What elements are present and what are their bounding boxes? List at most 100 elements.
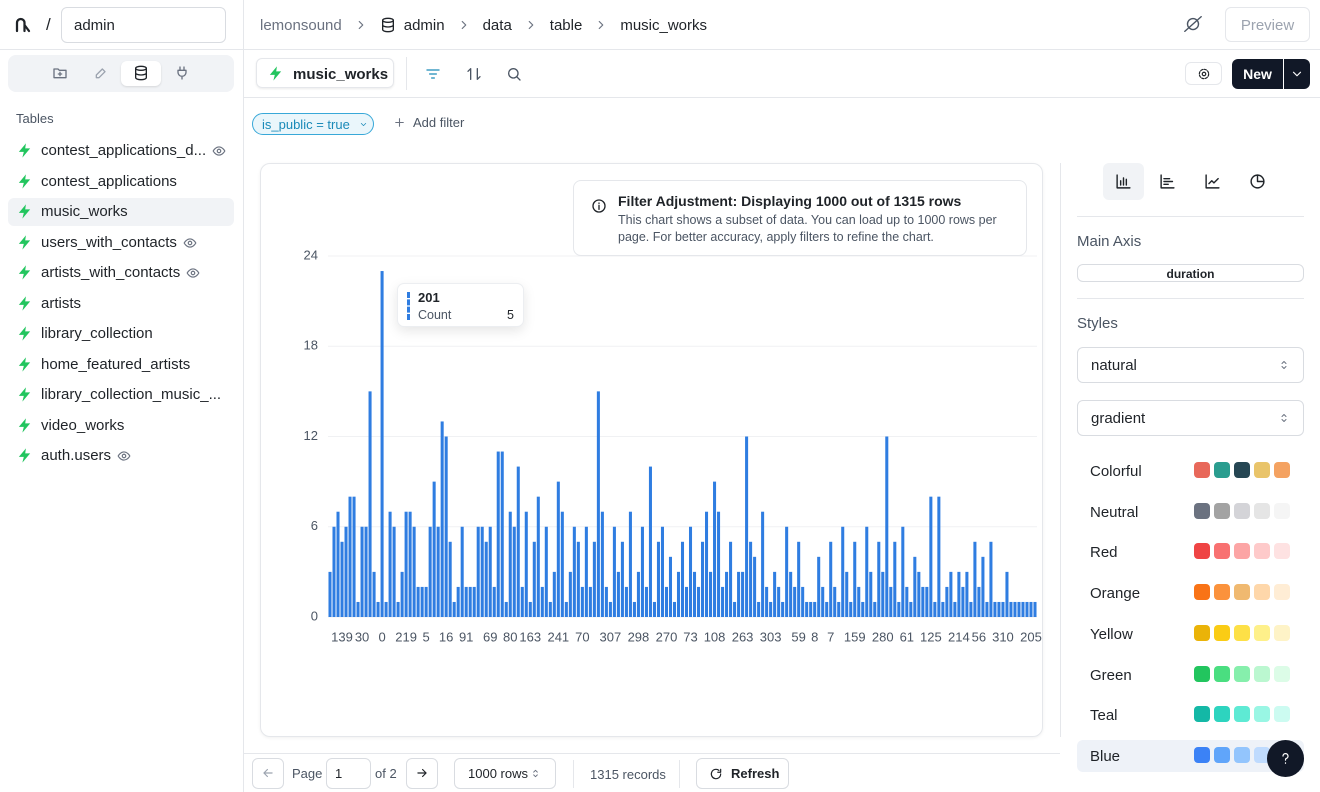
table-icon xyxy=(18,356,31,372)
help-button[interactable] xyxy=(1267,740,1304,777)
sidebar-tab-active xyxy=(121,61,161,86)
search-button-part xyxy=(508,68,519,79)
help-icon-part xyxy=(1282,752,1289,764)
rows-value: 1000 rows xyxy=(468,766,528,781)
breadcrumb-sep-part xyxy=(461,20,466,30)
palette-row[interactable]: Red xyxy=(1077,536,1304,568)
table-item[interactable]: video_works xyxy=(8,412,234,440)
palette-row[interactable]: Green xyxy=(1077,659,1304,691)
palette-row[interactable]: Orange xyxy=(1077,577,1304,609)
table-tab-label: music_works xyxy=(293,66,389,83)
workspace-input[interactable]: admin xyxy=(61,7,226,43)
swatch xyxy=(1274,584,1290,601)
breadcrumb-sep xyxy=(358,20,364,30)
table-name: artists xyxy=(41,294,82,312)
swatch xyxy=(1194,584,1210,601)
style-select[interactable]: gradient xyxy=(1077,400,1304,436)
panel-divider xyxy=(1060,163,1061,737)
table-item[interactable]: music_works xyxy=(8,198,234,226)
swatch xyxy=(1254,584,1270,601)
table-name: contest_applications_d... xyxy=(41,142,207,159)
table-item[interactable]: artists xyxy=(8,290,234,318)
table-icon xyxy=(18,234,31,250)
table-icon-part xyxy=(18,204,31,219)
swatch xyxy=(1214,624,1230,641)
swatch xyxy=(1194,665,1210,682)
table-tab[interactable]: music_works xyxy=(256,58,394,88)
filter-chip[interactable]: is_public = true xyxy=(252,113,374,135)
table-icon-part xyxy=(18,356,31,372)
page-input[interactable]: 1 xyxy=(326,758,371,789)
panel-rule xyxy=(1077,216,1304,217)
rows-select[interactable]: 1000 rows xyxy=(454,758,556,789)
select-arrows-part xyxy=(1281,414,1287,422)
breadcrumb-item[interactable]: table xyxy=(549,16,583,34)
chart-card xyxy=(260,163,1043,737)
palette-row[interactable]: Neutral xyxy=(1077,496,1304,528)
palette-row[interactable]: Yellow xyxy=(1077,618,1304,650)
bar-chart-type xyxy=(1116,174,1131,189)
folder-tab xyxy=(53,68,67,79)
swatch xyxy=(1234,584,1250,601)
table-item[interactable]: library_collection_music_... xyxy=(8,381,234,409)
tools-tab-part xyxy=(95,68,106,79)
search-button xyxy=(508,68,521,81)
palette-name: Yellow xyxy=(1090,625,1133,643)
preview-button[interactable]: Preview xyxy=(1225,7,1310,42)
breadcrumb-item[interactable]: admin xyxy=(403,16,445,34)
next-page[interactable] xyxy=(406,758,438,789)
breadcrumb-sep-part xyxy=(358,20,364,30)
breadcrumb-item[interactable]: music_works xyxy=(620,16,708,34)
table-item[interactable]: contest_applications xyxy=(8,168,234,196)
palette-row[interactable]: Teal xyxy=(1077,699,1304,731)
refresh-label: Refresh xyxy=(731,766,780,781)
folder-tab-part xyxy=(53,68,67,79)
table-icon xyxy=(18,295,31,311)
database-icon xyxy=(381,17,394,33)
new-button[interactable]: New xyxy=(1232,59,1283,89)
hbar-chart-type-part xyxy=(1160,174,1175,189)
arrow-right-part xyxy=(417,768,427,778)
sort-button-part xyxy=(467,68,481,80)
style-select[interactable]: natural xyxy=(1077,347,1304,383)
palette-row[interactable]: Blue xyxy=(1077,739,1304,772)
new-dropdown[interactable] xyxy=(1284,59,1310,89)
table-icon-part xyxy=(18,173,31,189)
table-item[interactable]: contest_applications_d... xyxy=(8,137,234,165)
palette-row[interactable]: Colorful xyxy=(1077,455,1304,487)
refresh-button[interactable]: Refresh xyxy=(696,758,789,789)
tooltip: 201 Count 5 xyxy=(397,283,524,327)
agent-icon-part xyxy=(1184,15,1202,33)
line-chart-type xyxy=(1205,174,1220,189)
swatch xyxy=(1194,706,1210,723)
tooltip-indicator xyxy=(407,292,410,320)
swatch xyxy=(1234,665,1250,682)
select-arrows xyxy=(1281,361,1287,369)
breadcrumb-item[interactable]: data xyxy=(482,16,512,34)
footer-border xyxy=(244,753,1060,754)
table-item[interactable]: users_with_contacts xyxy=(8,229,234,257)
table-icon-part xyxy=(18,234,31,250)
breadcrumb-sep xyxy=(461,20,466,30)
table-item[interactable]: artists_with_contacts xyxy=(8,259,234,287)
add-filter[interactable]: Add filter xyxy=(413,115,465,130)
table-item[interactable]: home_featured_artists xyxy=(8,351,234,379)
swatch xyxy=(1274,543,1290,560)
table-item[interactable]: library_collection xyxy=(8,320,234,348)
view-icon-part xyxy=(212,146,226,156)
swatch xyxy=(1234,746,1250,763)
arrow-left-part xyxy=(263,768,273,778)
prev-page[interactable] xyxy=(252,758,284,789)
swatch xyxy=(1274,502,1290,519)
view-icon-part xyxy=(186,268,200,278)
breadcrumb-item[interactable]: lemonsound xyxy=(260,16,342,34)
filter-button xyxy=(426,69,440,79)
main-axis-field[interactable]: duration xyxy=(1077,264,1304,282)
refresh-icon-part xyxy=(710,768,722,780)
swatch xyxy=(1214,462,1230,478)
pie-chart-type-part xyxy=(1256,174,1265,183)
table-item[interactable]: auth.users xyxy=(8,442,234,470)
swatch xyxy=(1254,665,1270,682)
table-icon-part xyxy=(18,326,31,341)
settings-button[interactable] xyxy=(1185,62,1222,85)
